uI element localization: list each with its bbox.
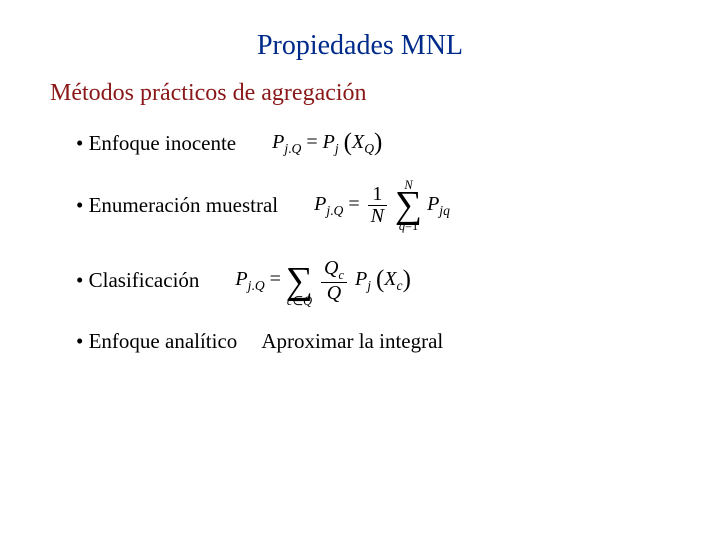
slide-subtitle: Métodos prácticos de agregación — [50, 80, 670, 107]
bullet-4-label: • Enfoque analítico — [76, 329, 237, 354]
bullet-3-label: • Clasificación — [76, 268, 199, 293]
formula-3: Pj.Q = ∑ c∈Q Qc Q Pj (Xc) — [235, 254, 410, 307]
bullet-2-label: • Enumeración muestral — [76, 193, 278, 218]
bullet-1-text: Enfoque inocente — [89, 131, 237, 155]
bullet-4-text: Enfoque analítico — [89, 329, 238, 353]
bullet-row-4: • Enfoque analítico Aproximar la integra… — [76, 329, 670, 354]
slide-title: Propiedades MNL — [50, 30, 670, 62]
formula-1: Pj.Q = Pj (XQ) — [272, 129, 382, 157]
bullet-row-3: • Clasificación Pj.Q = ∑ c∈Q Qc Q Pj (Xc… — [76, 254, 670, 307]
bullet-1-label: • Enfoque inocente — [76, 131, 236, 156]
bullet-row-1: • Enfoque inocente Pj.Q = Pj (XQ) — [76, 129, 670, 157]
bullet-row-2: • Enumeración muestral Pj.Q = 1 N N ∑ q=… — [76, 179, 670, 232]
bullet-3-text: Clasificación — [89, 268, 200, 292]
formula-2: Pj.Q = 1 N N ∑ q=1 Pjq — [314, 179, 450, 232]
bullet-2-text: Enumeración muestral — [89, 193, 279, 217]
bullet-4-extra: Aproximar la integral — [261, 329, 443, 354]
